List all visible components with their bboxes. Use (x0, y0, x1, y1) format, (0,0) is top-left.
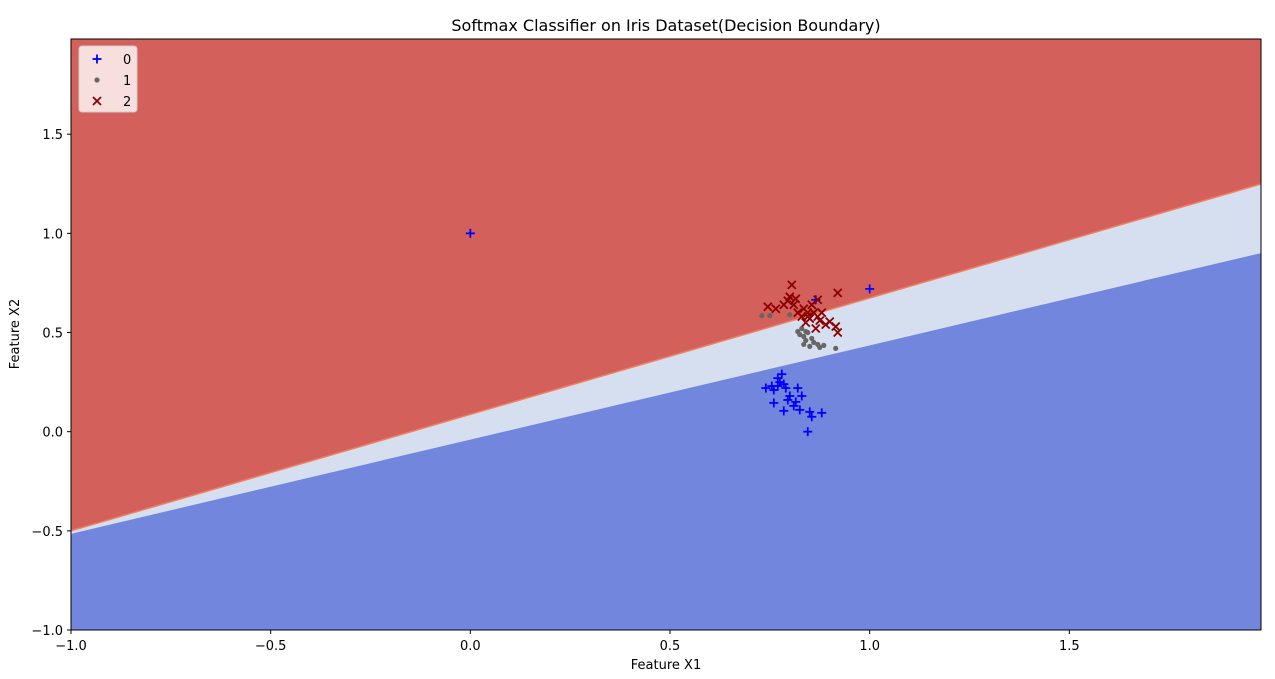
data-point-class-1 (787, 312, 793, 318)
data-point-class-0 (807, 412, 817, 422)
data-point-class-2 (771, 304, 781, 314)
y-axis-label: Feature X2 (8, 299, 23, 369)
data-point-class-0 (805, 407, 815, 417)
legend-label: 1 (123, 74, 131, 89)
x-tick-label: 1.5 (1059, 639, 1080, 654)
data-point-class-0 (817, 408, 827, 418)
y-tick-label: 1.5 (42, 128, 63, 143)
data-point-class-0 (781, 383, 791, 393)
x-axis-label: Feature X1 (631, 658, 701, 673)
data-point-class-0 (785, 391, 795, 401)
data-point-class-2 (811, 323, 821, 334)
data-point-class-2 (791, 294, 801, 304)
data-point-class-0 (795, 405, 805, 415)
data-point-class-0 (769, 385, 779, 395)
data-point-class-0 (783, 395, 793, 405)
legend-box (78, 45, 138, 113)
data-point-class-1 (809, 335, 815, 342)
data-point-class-1 (799, 325, 805, 332)
y-tick-label: 0.0 (42, 426, 63, 441)
x-tick-label: −0.5 (255, 639, 287, 654)
data-point-class-2 (815, 315, 825, 326)
data-point-class-1 (807, 343, 813, 349)
legend: 0 1 2 (78, 45, 138, 113)
data-point-class-1 (803, 337, 809, 344)
data-point-class-1 (797, 331, 803, 338)
legend-label: 0 (123, 53, 131, 68)
y-tick-label: 1.0 (42, 227, 63, 242)
data-point-class-0 (777, 369, 787, 379)
data-point-class-1 (759, 313, 765, 319)
data-point-class-0 (803, 427, 813, 437)
legend-marker-2 (92, 96, 102, 106)
data-point-class-1 (821, 342, 827, 349)
legend-marker-1 (94, 77, 100, 83)
data-point-class-0 (793, 383, 803, 393)
x-tick-label: 0.0 (460, 639, 481, 654)
plot-frame (70, 38, 1262, 631)
chart-title: Softmax Classifier on Iris Dataset(Decis… (451, 16, 880, 35)
data-point-class-2 (833, 288, 843, 298)
data-point-class-1 (833, 345, 839, 351)
data-point-class-0 (773, 373, 783, 383)
y-axis-ticks: −1.0 −0.5 0.0 0.5 1.0 1.5 (31, 128, 71, 639)
data-point-class-0 (789, 401, 799, 411)
data-point-class-1 (811, 339, 817, 346)
data-point-class-2 (803, 312, 813, 322)
data-point-class-1 (803, 328, 809, 335)
decision-regions (71, 39, 1261, 630)
y-tick-label: 0.5 (42, 327, 63, 342)
data-points (465, 228, 875, 437)
x-axis-ticks: −1.0 −0.5 0.0 0.5 1.0 1.5 (55, 630, 1080, 654)
x-tick-label: 0.5 (660, 639, 681, 654)
data-point-class-0 (865, 284, 875, 294)
x-tick-label: 1.0 (859, 639, 880, 654)
data-point-class-2 (763, 302, 773, 312)
data-point-class-1 (817, 344, 823, 350)
data-point-class-2 (789, 300, 799, 310)
data-point-class-2 (833, 327, 843, 338)
data-point-class-2 (813, 295, 823, 305)
data-point-class-1 (801, 341, 807, 348)
data-point-class-0 (797, 391, 807, 401)
legend-marker-0 (92, 54, 102, 64)
data-point-class-0 (779, 406, 789, 416)
data-point-class-0 (779, 379, 789, 389)
data-point-class-0 (791, 397, 801, 407)
data-point-class-0 (465, 228, 475, 238)
region-class-0 (71, 253, 1261, 630)
data-point-class-0 (775, 377, 785, 387)
boundary-line (71, 183, 1261, 532)
y-tick-label: −0.5 (31, 525, 63, 540)
data-point-class-2 (817, 308, 827, 318)
data-point-class-0 (773, 381, 783, 391)
data-point-class-2 (831, 321, 841, 332)
data-point-class-2 (785, 292, 795, 302)
data-point-class-2 (787, 280, 797, 290)
data-point-class-1 (801, 333, 807, 340)
x-tick-label: −1.0 (55, 639, 87, 654)
legend-label: 2 (123, 95, 131, 110)
data-point-class-1 (767, 313, 773, 319)
y-tick-label: −1.0 (31, 624, 63, 639)
data-point-class-0 (769, 398, 779, 408)
data-point-class-0 (761, 383, 771, 393)
